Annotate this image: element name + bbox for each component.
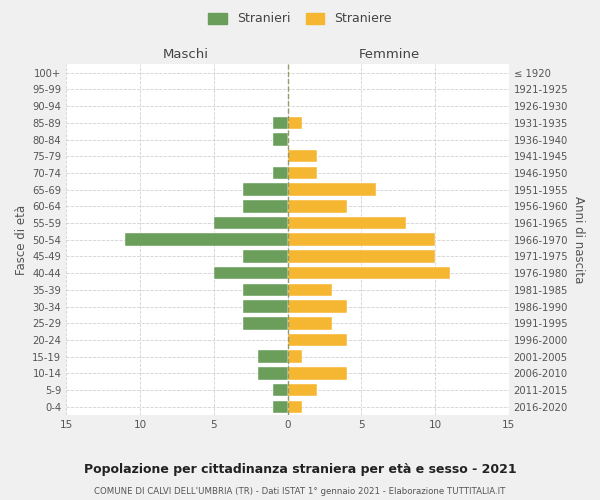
Bar (273, 384, 287, 396)
Bar (125, 234, 287, 246)
Bar (214, 217, 287, 230)
Bar (287, 166, 317, 179)
Bar (287, 350, 302, 363)
Bar (273, 134, 287, 146)
Y-axis label: Fasce di età: Fasce di età (15, 204, 28, 275)
Bar (258, 367, 287, 380)
Legend: Stranieri, Straniere: Stranieri, Straniere (205, 8, 395, 29)
Bar (287, 367, 347, 380)
Bar (287, 184, 376, 196)
Bar (273, 116, 287, 129)
Y-axis label: Anni di nascita: Anni di nascita (572, 196, 585, 284)
Bar (273, 400, 287, 413)
Bar (258, 350, 287, 363)
Bar (243, 250, 287, 262)
Bar (287, 116, 302, 129)
Bar (243, 200, 287, 212)
Text: Maschi: Maschi (163, 48, 209, 61)
Bar (243, 284, 287, 296)
Bar (287, 317, 332, 330)
Bar (214, 267, 287, 280)
Bar (287, 384, 317, 396)
Bar (287, 200, 347, 212)
Bar (287, 234, 435, 246)
Text: COMUNE DI CALVI DELL'UMBRIA (TR) - Dati ISTAT 1° gennaio 2021 - Elaborazione TUT: COMUNE DI CALVI DELL'UMBRIA (TR) - Dati … (94, 488, 506, 496)
Bar (243, 184, 287, 196)
Bar (287, 267, 450, 280)
Bar (287, 250, 435, 262)
Bar (287, 150, 317, 162)
Bar (287, 284, 332, 296)
Bar (243, 317, 287, 330)
Bar (287, 334, 347, 346)
Bar (273, 166, 287, 179)
Text: Popolazione per cittadinanza straniera per età e sesso - 2021: Popolazione per cittadinanza straniera p… (83, 462, 517, 475)
Bar (287, 300, 347, 313)
Bar (243, 300, 287, 313)
Bar (287, 400, 302, 413)
Bar (287, 217, 406, 230)
Text: Femmine: Femmine (359, 48, 420, 61)
